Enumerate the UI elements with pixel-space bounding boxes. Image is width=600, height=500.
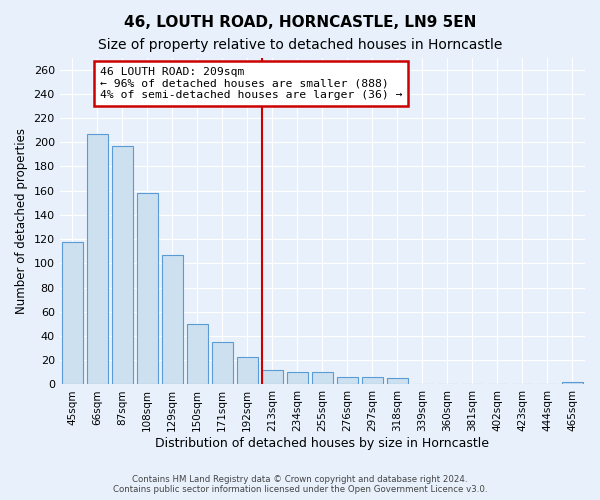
Text: Contains HM Land Registry data © Crown copyright and database right 2024.: Contains HM Land Registry data © Crown c… [132,475,468,484]
Bar [236,356,258,384]
Text: Contains public sector information licensed under the Open Government Licence v3: Contains public sector information licen… [113,485,487,494]
Bar [312,372,333,384]
Bar [362,377,383,384]
Bar [161,255,183,384]
Text: Size of property relative to detached houses in Horncastle: Size of property relative to detached ho… [98,38,502,52]
Bar [62,242,83,384]
Bar [112,146,133,384]
Text: 46 LOUTH ROAD: 209sqm
← 96% of detached houses are smaller (888)
4% of semi-deta: 46 LOUTH ROAD: 209sqm ← 96% of detached … [100,67,402,100]
X-axis label: Distribution of detached houses by size in Horncastle: Distribution of detached houses by size … [155,437,490,450]
Bar [287,372,308,384]
Text: 46, LOUTH ROAD, HORNCASTLE, LN9 5EN: 46, LOUTH ROAD, HORNCASTLE, LN9 5EN [124,15,476,30]
Bar [337,377,358,384]
Bar [137,193,158,384]
Bar [212,342,233,384]
Bar [562,382,583,384]
Bar [86,134,108,384]
Bar [262,370,283,384]
Y-axis label: Number of detached properties: Number of detached properties [15,128,28,314]
Bar [387,378,408,384]
Bar [187,324,208,384]
